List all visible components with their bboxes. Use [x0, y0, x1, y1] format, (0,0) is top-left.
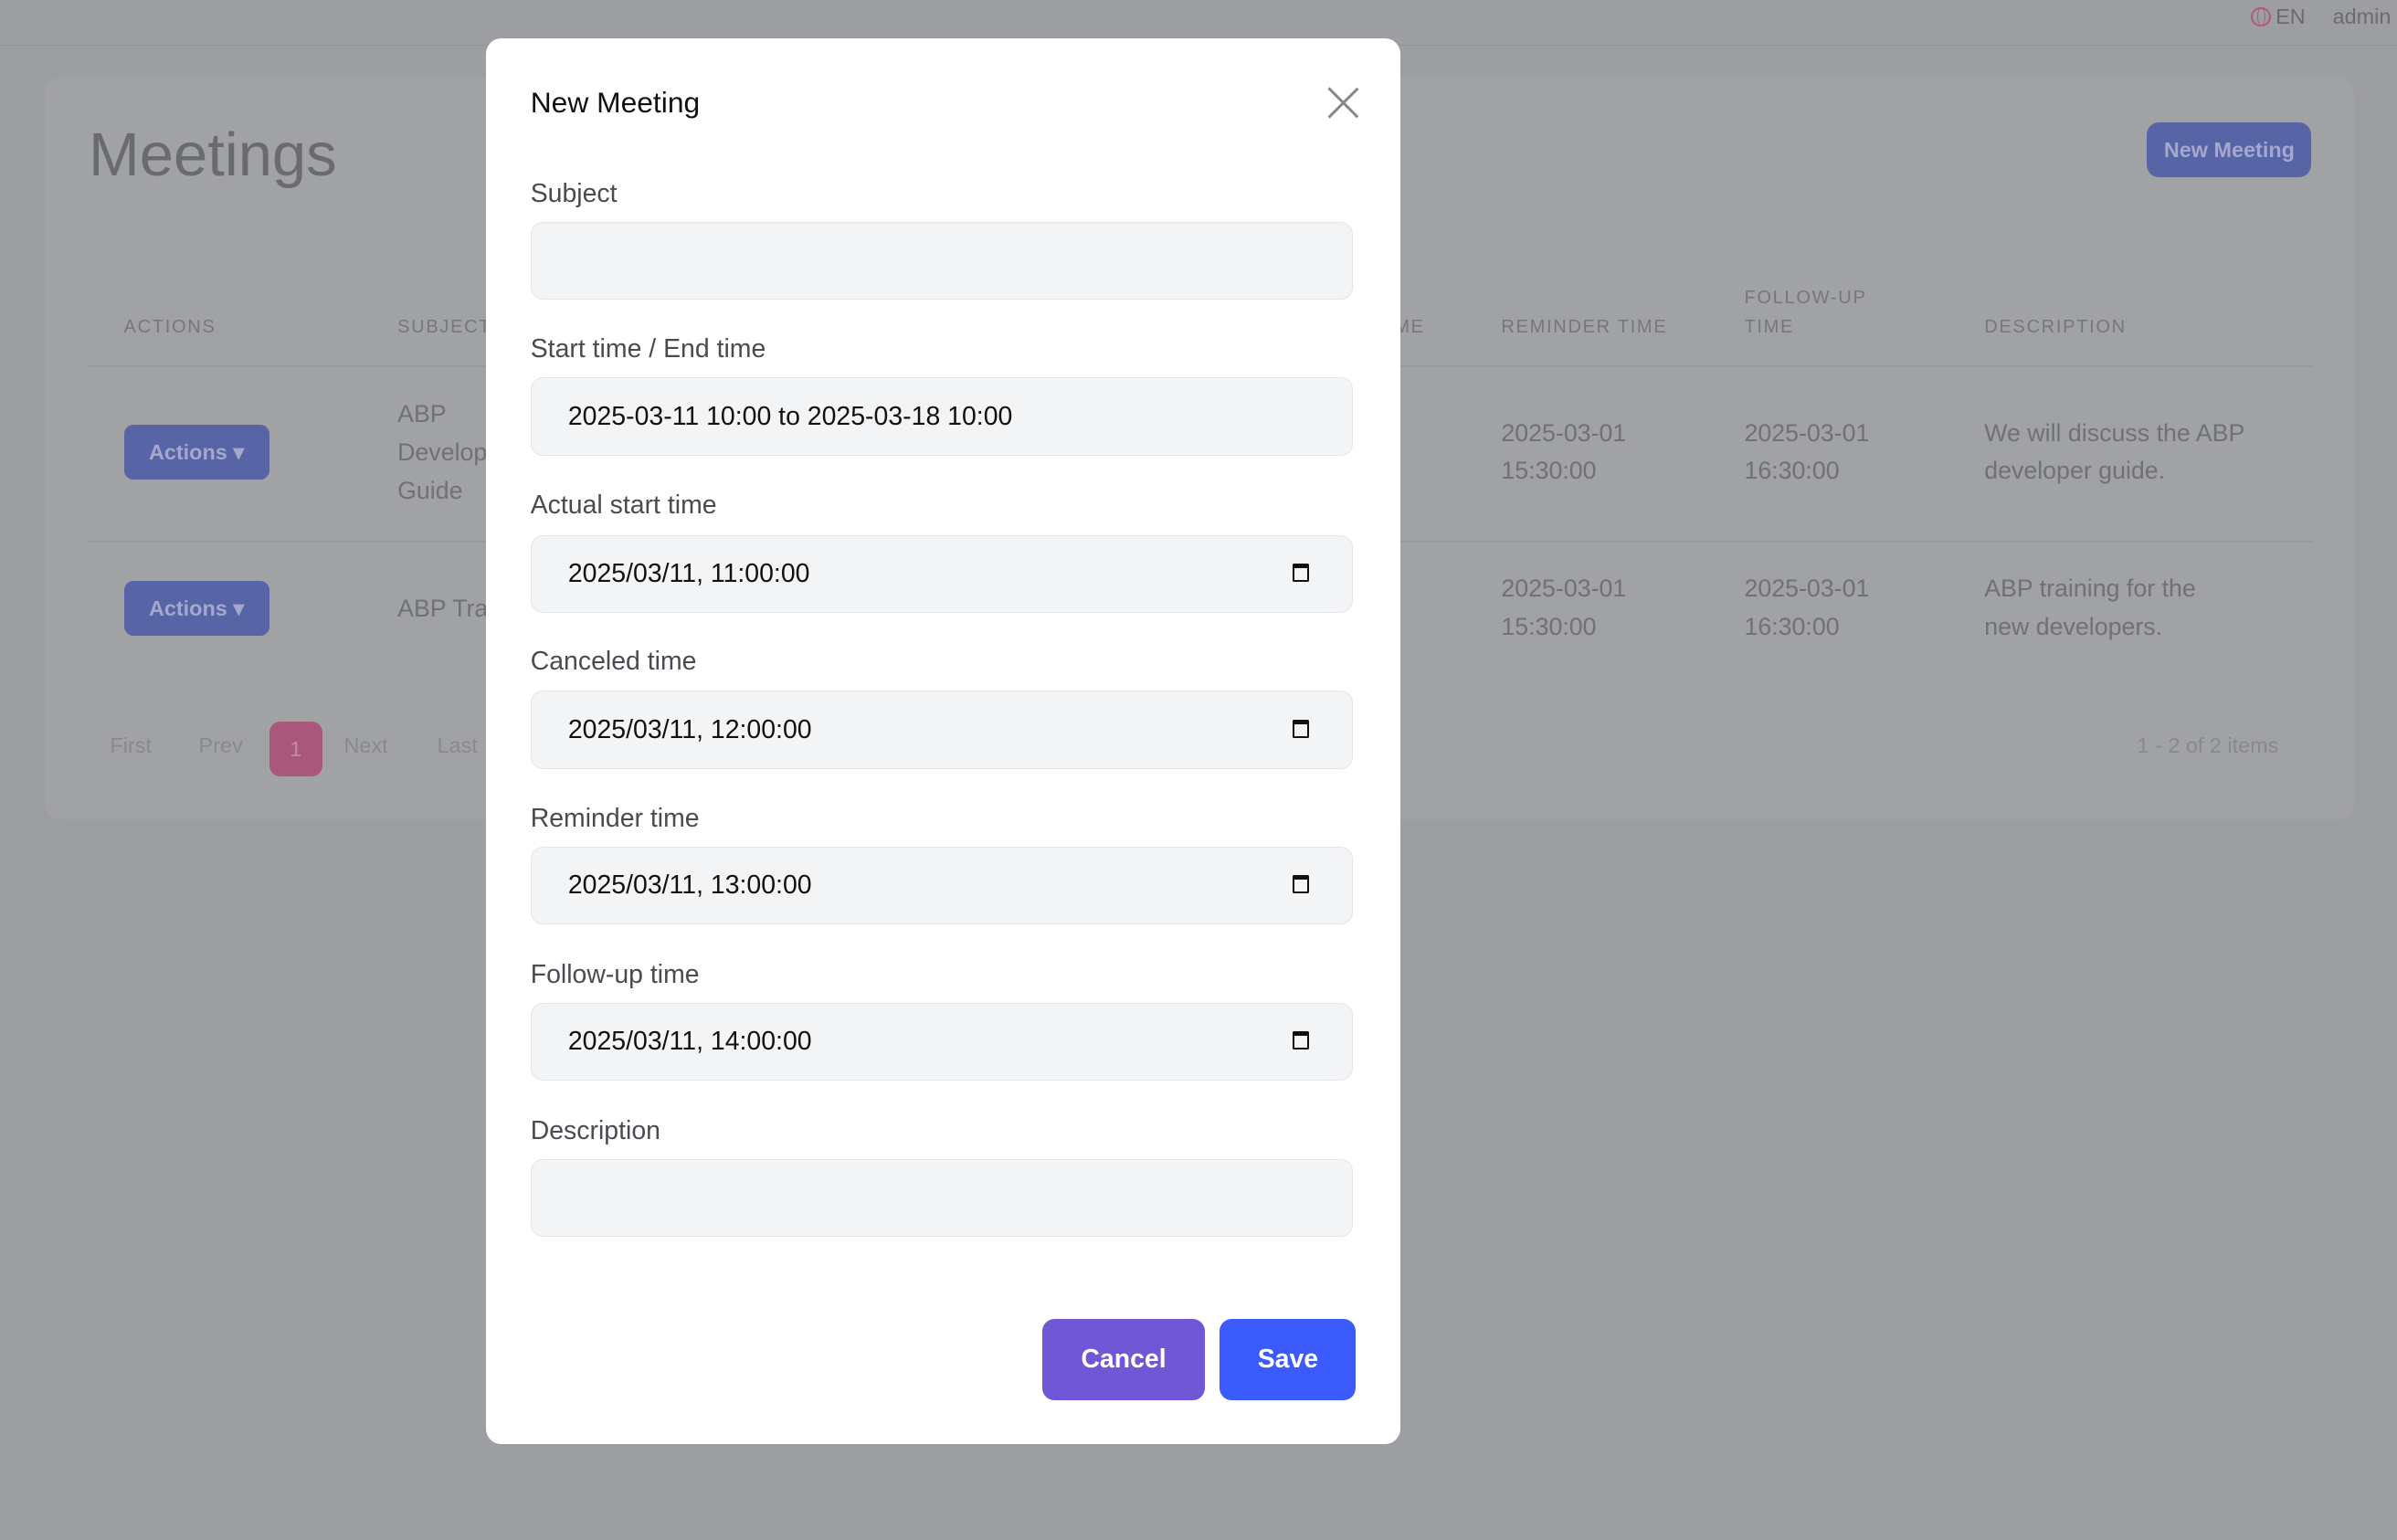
cell-subject: ABP Tra	[397, 594, 489, 622]
new-meeting-modal: New Meeting Subject Start time / End tim…	[486, 37, 1400, 1445]
header-subject: SUBJECT	[397, 317, 492, 338]
actual-start-input[interactable]: 2025/03/11, 11:00:00	[530, 534, 1354, 614]
description-input[interactable]	[530, 1158, 1354, 1237]
page-next[interactable]: Next	[343, 733, 388, 758]
page-last[interactable]: Last	[437, 733, 478, 758]
page-prev[interactable]: Prev	[198, 733, 243, 758]
header-reminder: REMINDER TIME	[1501, 317, 1668, 338]
calendar-icon[interactable]	[1292, 875, 1310, 894]
followup-input[interactable]: 2025/03/11, 14:00:00	[530, 1002, 1354, 1081]
cell-reminder: 2025-03-01 15:30:00	[1501, 575, 1627, 641]
cell-subject: ABP Develop Guide	[397, 400, 488, 505]
cancel-button[interactable]: Cancel	[1042, 1319, 1205, 1400]
reminder-input[interactable]: 2025/03/11, 13:00:00	[530, 847, 1354, 925]
page-current[interactable]: 1	[269, 721, 323, 777]
header-followup: FOLLOW-UP TIME	[1744, 288, 1867, 338]
cell-followup: 2025-03-01 16:30:00	[1744, 575, 1870, 641]
new-meeting-button[interactable]: New Meeting	[2147, 121, 2312, 178]
canceled-label: Canceled time	[530, 646, 697, 676]
actual-start-label: Actual start time	[530, 490, 717, 521]
time-range-label: Start time / End time	[530, 334, 766, 364]
calendar-icon[interactable]	[1292, 1030, 1310, 1050]
cell-description: We will discuss the ABP developer guide.	[1984, 418, 2245, 485]
calendar-icon[interactable]	[1292, 719, 1310, 738]
subject-input[interactable]	[530, 221, 1354, 300]
header-description: DESCRIPTION	[1984, 317, 2127, 338]
subject-label: Subject	[530, 178, 618, 208]
language-label: EN	[2276, 5, 2306, 29]
cell-reminder: 2025-03-01 15:30:00	[1501, 418, 1627, 485]
cell-description: ABP training for the new developers.	[1984, 575, 2196, 641]
page-first[interactable]: First	[110, 733, 152, 758]
canceled-input[interactable]: 2025/03/11, 12:00:00	[530, 691, 1354, 769]
actions-dropdown[interactable]: Actions ▾	[123, 425, 269, 480]
header-actions: ACTIONS	[123, 317, 216, 338]
globe-icon	[2251, 6, 2272, 27]
close-icon[interactable]	[1327, 87, 1361, 121]
cell-followup: 2025-03-01 16:30:00	[1744, 418, 1870, 485]
language-selector[interactable]: EN	[2251, 5, 2306, 29]
time-range-input[interactable]: 2025-03-11 10:00 to 2025-03-18 10:00	[530, 377, 1354, 456]
reminder-label: Reminder time	[530, 804, 700, 834]
calendar-icon[interactable]	[1292, 563, 1310, 582]
description-label: Description	[530, 1115, 660, 1145]
modal-title: New Meeting	[530, 85, 701, 119]
actions-dropdown[interactable]: Actions ▾	[123, 580, 269, 637]
page-title: Meetings	[89, 120, 337, 189]
user-menu[interactable]: admin	[2332, 5, 2392, 29]
followup-label: Follow-up time	[530, 959, 700, 989]
header-partial: ME	[1394, 317, 1425, 338]
save-button[interactable]: Save	[1220, 1319, 1357, 1400]
pagination-summary: 1 - 2 of 2 items	[2137, 733, 2279, 758]
